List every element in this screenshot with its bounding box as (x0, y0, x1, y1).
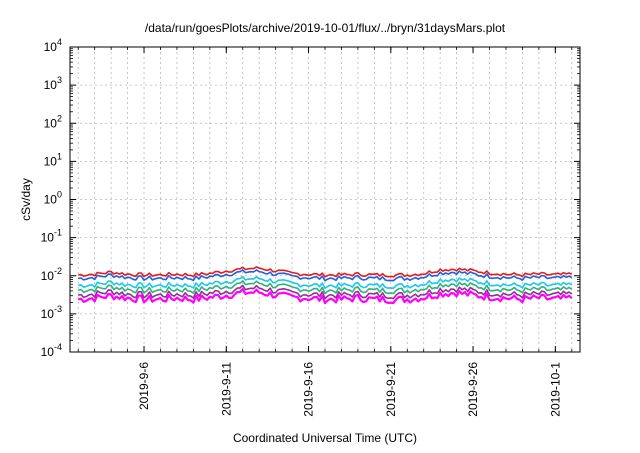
x-tick-label: 2019-9-26 (466, 362, 480, 417)
chart-title: /data/run/goesPlots/archive/2019-10-01/f… (145, 21, 506, 35)
series-line-3 (78, 275, 573, 290)
y-tick-label: 102 (44, 113, 62, 130)
series-line-2 (78, 269, 573, 282)
x-axis-label: Coordinated Universal Time (UTC) (233, 431, 417, 445)
ticks (70, 46, 580, 353)
y-tick-label: 10-3 (41, 304, 62, 321)
series-line-6 (77, 288, 573, 305)
series-line-4 (78, 280, 573, 295)
y-tick-exponent: -3 (54, 304, 62, 314)
y-tick-base: 10 (44, 78, 58, 92)
y-tick-base: 10 (44, 40, 58, 54)
x-tick-label: 2019-9-11 (219, 362, 233, 416)
y-tick-base: 10 (44, 154, 58, 168)
x-tick-label: 2019-9-21 (384, 362, 398, 417)
y-tick-base: 10 (44, 193, 58, 207)
y-tick-label: 104 (44, 37, 62, 54)
x-tick-label: 2019-10-1 (548, 362, 562, 417)
y-tick-label: 101 (44, 151, 62, 168)
series-line-1 (78, 266, 573, 278)
y-tick-exponent: 1 (57, 151, 62, 161)
y-tick-base: 10 (41, 269, 55, 283)
y-tick-label: 10-1 (41, 228, 62, 245)
y-tick-label: 10-2 (41, 266, 62, 283)
y-tick-exponent: -1 (54, 228, 62, 238)
series-layer (77, 266, 573, 305)
y-tick-label: 100 (44, 190, 62, 207)
x-tick-label: 2019-9-16 (302, 362, 316, 417)
y-tick-exponent: 0 (57, 190, 62, 200)
y-tick-base: 10 (44, 116, 58, 130)
y-tick-exponent: 3 (57, 75, 62, 85)
y-tick-label: 103 (44, 75, 62, 92)
y-tick-base: 10 (41, 345, 55, 359)
series-line-5 (78, 284, 573, 300)
y-axis-label: cSv/day (19, 178, 33, 221)
y-tick-base: 10 (41, 231, 55, 245)
y-tick-base: 10 (41, 307, 55, 321)
x-tick-label: 2019-9-6 (137, 362, 151, 410)
y-tick-exponent: 2 (57, 113, 62, 123)
y-tick-exponent: -4 (54, 342, 62, 352)
y-tick-exponent: -2 (54, 266, 62, 276)
y-tick-label: 10-4 (41, 342, 62, 359)
y-tick-exponent: 4 (57, 37, 62, 47)
grid (70, 47, 580, 352)
x-tick-labels: 2019-9-6 2019-9-11 2019-9-16 2019-9-21 2019-… (137, 362, 562, 417)
